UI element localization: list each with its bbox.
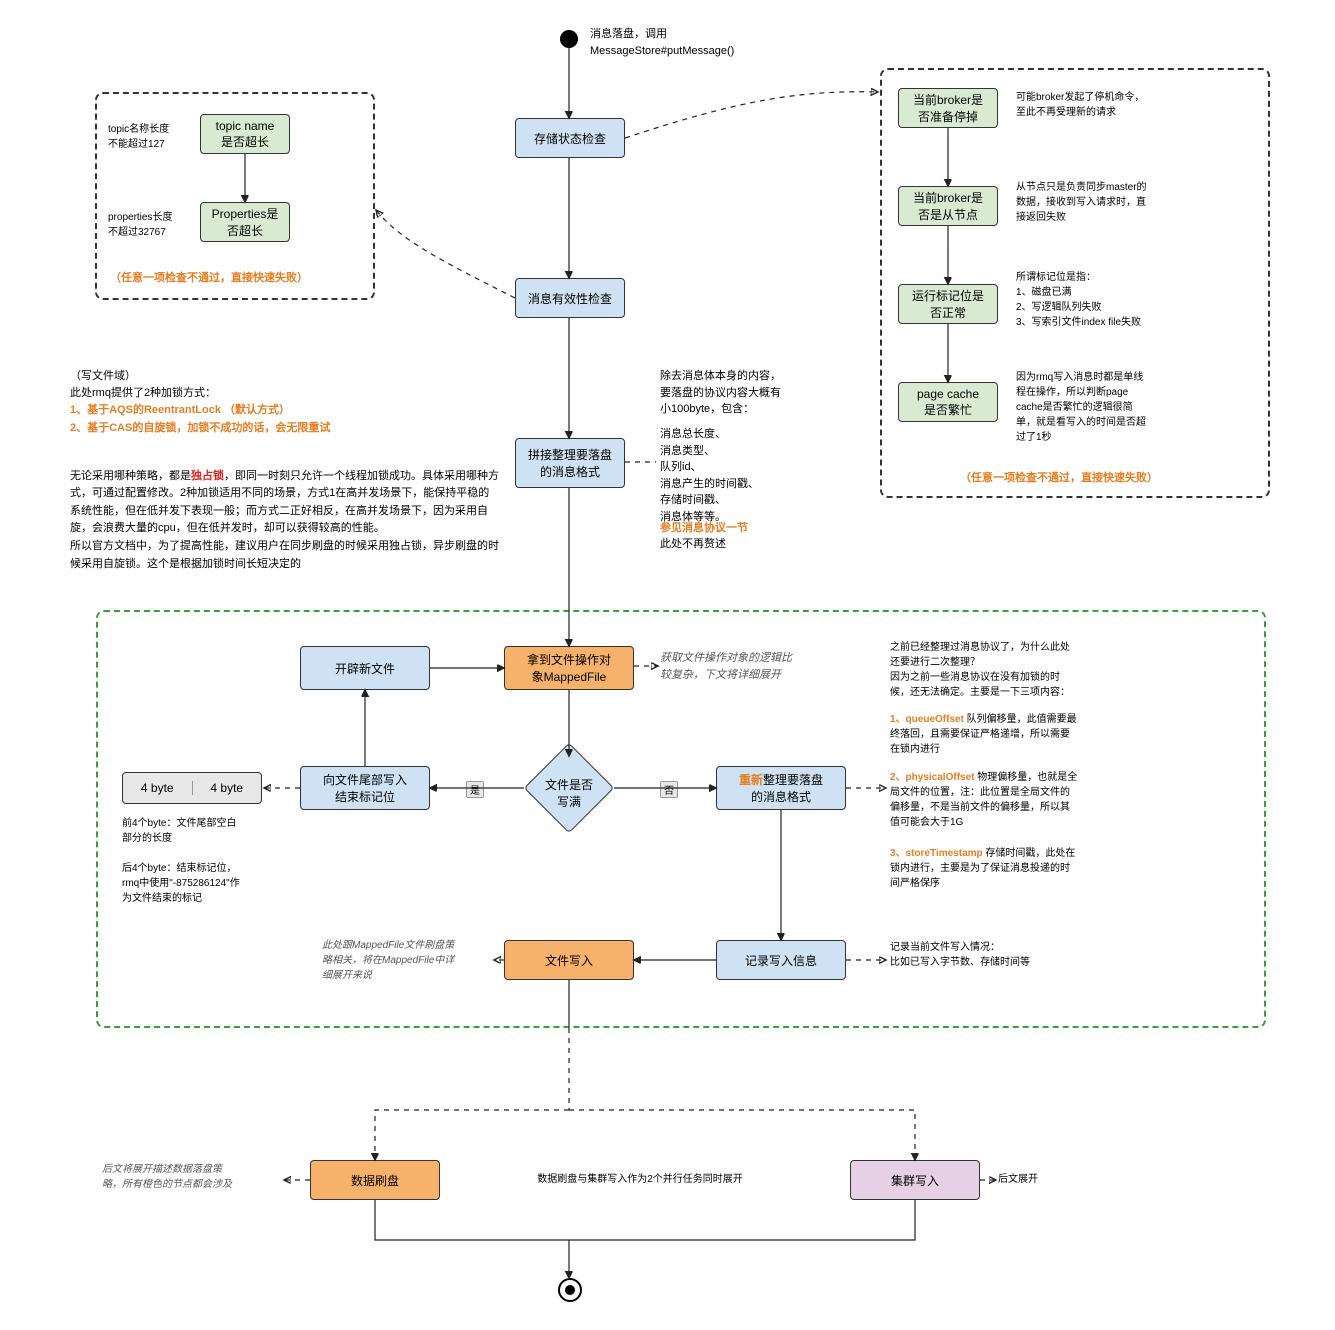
end-node xyxy=(558,1278,582,1302)
lock-body-pre: 无论采用哪种策略，都是 xyxy=(70,470,191,482)
leftbox-t1-node: topic name 是否超长 xyxy=(200,114,290,154)
start-note: 消息落盘，调用 MessageStore#putMessage() xyxy=(590,26,734,59)
n3-side-b: 消息总长度、 消息类型、 队列id、 消息产生的时间戳、 存储时间戳、 消息体等… xyxy=(660,426,830,525)
diamond-no: 否 xyxy=(660,781,678,798)
b1-node: 数据刷盘 xyxy=(310,1160,440,1200)
start-node xyxy=(560,30,578,48)
leftbox-t1-label: topic名称长度 不能超过127 xyxy=(108,122,169,152)
g4-note-head: 之前已经整理过消息协议了，为什么此处 还要进行二次整理？ 因为之前一些消息协议在… xyxy=(890,640,1140,700)
diamond-file-full: 文件是否 写满 xyxy=(524,758,614,818)
rightbox-warn: （任意一项检查不通过，直接快速失败） xyxy=(960,470,1158,487)
g3-left-cells: 4 byte 4 byte xyxy=(122,772,262,804)
b2-node: 集群写入 xyxy=(850,1160,980,1200)
g4-note-2: 2、physicalOffset 物理偏移量，也就是全 局文件的位置，注：此位置… xyxy=(890,770,1140,830)
diamond-yes: 是 xyxy=(466,781,484,798)
n3-side-d: 此处不再赘述 xyxy=(660,536,726,553)
lock-body: 无论采用哪种策略，都是独占锁，即同一时刻只允许一个线程加锁成功。具体采用哪种方式… xyxy=(70,450,500,573)
node-store-status: 存储状态检查 xyxy=(515,118,625,158)
leftbox-warn: （任意一项检查不通过，直接快速失败） xyxy=(110,270,308,287)
node-msg-valid: 消息有效性检查 xyxy=(515,278,625,318)
rightbox-r3-note: 所谓标记位是指： 1、磁盘已满 2、写逻辑队列失败 3、写索引文件index f… xyxy=(1016,270,1256,330)
g6-note: 此处跟MappedFile文件刷盘策 略相关，将在MappedFile中详 细展… xyxy=(322,938,492,983)
g2-node: 开辟新文件 xyxy=(300,646,430,690)
lock-head: （写文件域） 此处rmq提供了2种加锁方式： xyxy=(70,368,216,401)
leftbox-t2-label: properties长度 不超过32767 xyxy=(108,210,172,240)
g5-node: 记录写入信息 xyxy=(716,940,846,980)
g3-node: 向文件尾部写入 结束标记位 xyxy=(300,766,430,810)
n3-side-a: 除去消息体本身的内容， 要落盘的协议内容大概有 小100byte，包含： xyxy=(660,368,830,418)
rightbox-r3: 运行标记位是 否正常 xyxy=(898,284,998,324)
g1-node: 拿到文件操作对 象MappedFile xyxy=(504,646,634,690)
rightbox-r1-note: 可能broker发起了停机命令， 至此不再受理新的请求 xyxy=(1016,90,1256,120)
bottom-mid: 数据刷盘与集群写入作为2个并行任务同时展开 xyxy=(480,1172,800,1187)
rightbox-r2-note: 从节点只是负责同步master的 数据，接收到写入请求时，直 接返回失败 xyxy=(1016,180,1256,225)
g4-note-1: 1、queueOffset 队列偏移量，此值需要最 终落回，且需要保证严格递增，… xyxy=(890,712,1140,757)
lock-l2: 2、基于CAS的自旋锁，加锁不成功的话，会无限重试 xyxy=(70,420,330,437)
g3-left-note: 前4个byte：文件尾部空白 部分的长度 后4个byte：结束标记位， rmq中… xyxy=(122,816,282,906)
g5-note: 记录当前文件写入情况： 比如已写入字节数、存储时间等 xyxy=(890,940,1110,970)
lock-l1: 1、基于AQS的ReentrantLock （默认方式） xyxy=(70,402,290,419)
rightbox-r4-note: 因为rmq写入消息时都是单线 程在操作，所以判断page cache是否繁忙的逻… xyxy=(1016,370,1256,445)
g4-node: 重新整理要落盘 的消息格式 xyxy=(716,766,846,810)
b2-note: 后文展开 xyxy=(998,1172,1038,1187)
g1-note: 获取文件操作对象的逻辑比 较复杂，下文将详细展开 xyxy=(660,650,840,683)
g4-note-3: 3、storeTimestamp 存储时间戳，此处在 锁内进行，主要是为了保证消… xyxy=(890,846,1140,891)
b1-note: 后文将展开描述数据落盘策 略，所有橙色的节点都会涉及 xyxy=(102,1162,282,1192)
n3-side-c: 参见消息协议一节 xyxy=(660,520,748,537)
lock-body-red: 独占锁 xyxy=(191,470,224,482)
rightbox-r4: page cache 是否繁忙 xyxy=(898,382,998,422)
rightbox-r1: 当前broker是 否准备停掉 xyxy=(898,88,998,128)
g6-node: 文件写入 xyxy=(504,940,634,980)
rightbox-r2: 当前broker是 否是从节点 xyxy=(898,186,998,226)
lock-body-post: ，即同一时刻只允许一个线程加锁成功。具体采用哪种方式，可通过配置修改。2种加锁适… xyxy=(70,470,499,570)
leftbox-t2-node: Properties是 否超长 xyxy=(200,202,290,242)
node-msg-format: 拼接整理要落盘 的消息格式 xyxy=(515,438,625,488)
